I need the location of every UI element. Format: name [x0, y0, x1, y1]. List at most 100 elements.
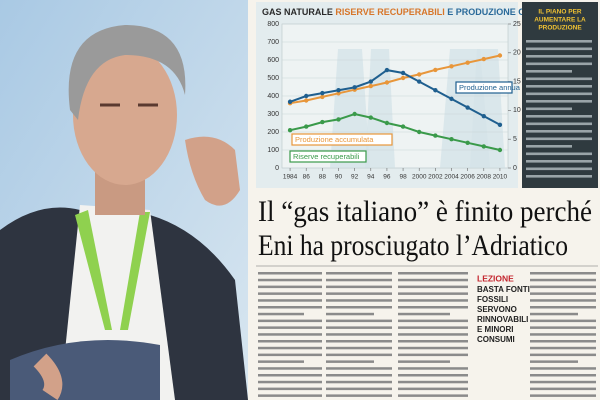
point	[400, 75, 406, 81]
text-line	[326, 278, 392, 282]
point	[433, 67, 438, 73]
point	[481, 56, 486, 62]
point	[433, 133, 438, 138]
text-line	[398, 299, 468, 302]
callout-line: SERVONO	[477, 305, 517, 314]
lanyard	[75, 210, 150, 330]
text-line	[326, 353, 392, 357]
y-tick-label: 400	[267, 93, 279, 100]
y2-tick-label: 5	[513, 136, 517, 143]
text-line	[258, 394, 322, 397]
text-line	[258, 285, 322, 289]
text-line	[526, 40, 592, 43]
text-line	[398, 387, 468, 391]
point	[400, 124, 406, 129]
sidebar-title-line: PRODUZIONE	[538, 25, 582, 32]
text-line	[258, 374, 322, 377]
text-line	[530, 312, 578, 316]
text-line	[326, 319, 392, 323]
text-line	[258, 380, 322, 384]
text-line	[526, 122, 592, 126]
point	[481, 113, 486, 119]
legend-label: Produzione annua	[459, 83, 521, 92]
text-line	[526, 115, 592, 118]
text-line	[398, 326, 468, 329]
point	[287, 99, 293, 104]
text-line	[398, 374, 468, 377]
text-line	[530, 353, 596, 357]
y2-tick-label: 20	[513, 50, 521, 57]
text-line	[530, 387, 596, 391]
y2-tick-label: 10	[513, 107, 521, 114]
text-line	[326, 272, 392, 275]
point	[352, 85, 357, 90]
x-tick-label: 94	[367, 174, 375, 181]
callout-line: E MINORI	[477, 325, 513, 334]
text-line	[398, 312, 450, 316]
point	[497, 53, 503, 58]
text-line	[326, 285, 392, 289]
title-part: RISERVE RECUPERABILI	[335, 7, 444, 17]
callout-line: BASTA FONTI	[477, 285, 530, 294]
point	[497, 122, 503, 128]
text-line	[526, 137, 592, 141]
text-line	[258, 319, 322, 323]
callout-line: FOSSILI	[477, 295, 508, 304]
text-line	[326, 326, 392, 329]
point	[320, 94, 325, 100]
y-tick-label: 600	[267, 57, 279, 64]
legend-label: Riserve recuperabili	[293, 152, 360, 161]
title-part: E PRODUZIONE CUMULATA	[447, 7, 568, 17]
hand	[185, 136, 240, 206]
text-line	[326, 394, 392, 397]
photo	[0, 0, 248, 400]
body-text	[258, 272, 596, 397]
text-line	[530, 380, 596, 384]
point	[449, 137, 454, 142]
text-line	[526, 175, 592, 178]
text-line	[326, 360, 374, 363]
text-line	[258, 326, 322, 329]
point	[465, 140, 470, 145]
point	[449, 64, 454, 69]
text-line	[398, 292, 468, 295]
text-line	[398, 333, 468, 336]
text-line	[526, 47, 592, 51]
text-line	[530, 333, 596, 336]
point	[368, 115, 373, 120]
text-line	[530, 292, 596, 295]
x-tick-label: 2002	[428, 174, 443, 181]
text-line	[530, 394, 596, 397]
text-line	[398, 285, 468, 289]
text-line	[526, 152, 592, 156]
sidebar-title-line: IL PIANO PER	[538, 9, 582, 16]
text-line	[398, 272, 468, 275]
point	[417, 72, 422, 77]
text-line	[398, 319, 468, 323]
point	[465, 105, 470, 110]
x-tick-label: 1984	[283, 174, 298, 181]
text-line	[530, 278, 596, 282]
point	[417, 79, 422, 84]
x-tick-label: 2006	[460, 174, 475, 181]
point	[481, 144, 486, 149]
y-tick-label: 300	[267, 111, 279, 118]
point	[352, 111, 357, 117]
x-tick-label: 88	[319, 174, 327, 181]
legend-box	[289, 150, 367, 163]
point	[336, 88, 341, 93]
title-part: GAS NATURALE	[262, 7, 333, 17]
x-tick-label: 86	[303, 174, 311, 181]
x-tick-label: 2000	[412, 174, 427, 181]
point	[304, 93, 309, 99]
text-line	[530, 326, 596, 329]
text-line	[398, 394, 468, 397]
text-line	[326, 387, 392, 391]
text-line	[398, 346, 468, 350]
text-line	[526, 77, 592, 81]
hand-lower	[33, 353, 63, 400]
y2-tick-label: 25	[513, 21, 521, 28]
point	[384, 67, 390, 73]
